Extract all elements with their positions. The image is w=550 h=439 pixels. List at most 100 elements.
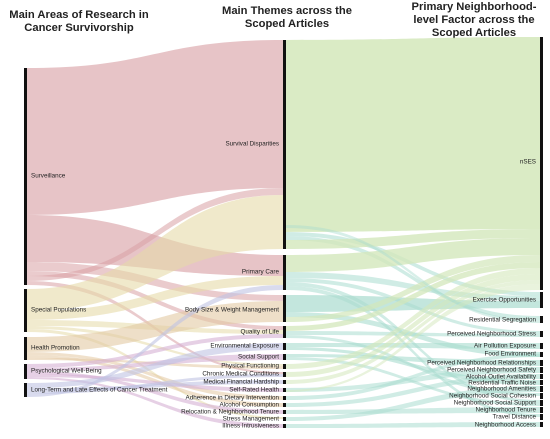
label-right-5: Food Environment <box>485 351 537 358</box>
node-middle-10 <box>283 396 286 400</box>
label-middle-7: Chronic Medical Conditions <box>202 371 279 378</box>
link-mid-right-11 <box>286 255 540 322</box>
label-middle-0: Survival Disparities <box>225 141 279 148</box>
link-left-mid-4 <box>27 188 283 281</box>
link-mid-right-23 <box>286 354 540 400</box>
link-mid-right-26 <box>286 386 540 421</box>
node-left-1 <box>24 289 27 332</box>
link-mid-right-7 <box>286 282 540 403</box>
node-middle-0 <box>283 40 286 249</box>
label-right-13: Neighborhood Tenure <box>476 407 537 414</box>
node-left-4 <box>24 383 27 397</box>
label-middle-8: Medical Financial Hardship <box>203 379 279 386</box>
label-right-14: Travel Distance <box>492 414 536 421</box>
link-mid-right-25 <box>286 407 540 414</box>
node-left-3 <box>24 364 27 379</box>
node-right-15 <box>540 422 543 427</box>
link-left-mid-23 <box>27 285 283 397</box>
label-middle-10: Adherence in Dietary Intervention <box>186 395 280 402</box>
link-left-mid-17 <box>27 371 283 414</box>
sankey-nodes <box>24 37 543 428</box>
link-mid-right-3 <box>286 229 540 249</box>
middle-column-header: Main Themes across the Scoped Articles <box>222 5 352 30</box>
label-left-4: Long-Term and Late Effects of Cancer Tre… <box>31 387 168 394</box>
label-right-10: Neighborhood Amenities <box>467 386 536 393</box>
label-middle-5: Social Support <box>238 354 279 361</box>
node-right-10 <box>540 386 543 392</box>
link-mid-right-24 <box>286 374 540 407</box>
label-right-7: Perceived Neighborhood Safety <box>447 367 537 374</box>
node-middle-11 <box>283 403 286 407</box>
label-right-6: Perceived Neighborhood Relationships <box>427 360 536 367</box>
node-middle-13 <box>283 417 286 421</box>
link-left-mid-22 <box>27 374 283 394</box>
link-mid-right-4 <box>286 238 540 272</box>
left-column-header: Main Areas of Research in Cancer Survivo… <box>9 9 149 34</box>
node-middle-3 <box>283 326 286 338</box>
node-right-1 <box>540 292 543 308</box>
node-middle-8 <box>283 380 286 384</box>
label-middle-12: Relocation & Neighborhood Tenure <box>181 409 279 416</box>
label-left-1: Special Populations <box>31 307 86 314</box>
node-right-7 <box>540 367 543 373</box>
link-left-mid-6 <box>27 195 283 311</box>
node-right-0 <box>540 37 543 290</box>
link-left-mid-0 <box>27 40 283 215</box>
link-mid-right-22 <box>286 367 540 392</box>
link-mid-right-12 <box>286 262 540 331</box>
label-middle-2: Body Size & Weight Management <box>185 307 279 314</box>
link-mid-right-29 <box>286 284 540 392</box>
link-left-mid-16 <box>27 354 283 371</box>
label-right-3: Perceived Neighborhood Stress <box>447 331 536 338</box>
link-mid-right-15 <box>286 343 540 349</box>
link-mid-right-1 <box>286 232 540 296</box>
label-right-1: Exercise Opportunities <box>473 297 536 304</box>
node-right-12 <box>540 400 543 406</box>
label-right-4: Air Pollution Exposure <box>474 343 536 350</box>
link-mid-right-21 <box>286 280 540 384</box>
link-mid-right-2 <box>286 236 540 320</box>
sankey-links <box>27 37 540 428</box>
link-left-mid-15 <box>27 334 283 368</box>
link-mid-right-8 <box>286 286 540 417</box>
link-mid-right-27 <box>286 422 540 428</box>
label-right-12: Neighborhood Social Support <box>454 400 537 407</box>
node-middle-7 <box>283 372 286 377</box>
label-right-15: Neighborhood Access <box>475 422 536 429</box>
node-right-2 <box>540 316 543 323</box>
node-middle-12 <box>283 410 286 414</box>
node-right-5 <box>540 352 543 357</box>
link-mid-right-9 <box>286 295 540 312</box>
label-left-2: Health Promotion <box>31 345 80 352</box>
link-mid-right-28 <box>286 225 540 323</box>
node-middle-6 <box>283 364 286 369</box>
node-left-2 <box>24 337 27 360</box>
label-middle-13: Stress Management <box>223 416 280 423</box>
link-mid-right-0 <box>286 37 540 232</box>
link-mid-right-16 <box>286 347 540 385</box>
label-left-3: Psychological Well-Being <box>31 368 102 375</box>
label-right-9: Residential Traffic Noise <box>468 380 536 387</box>
node-middle-1 <box>283 255 286 290</box>
node-middle-9 <box>283 388 286 392</box>
link-mid-right-20 <box>286 274 540 377</box>
node-middle-4 <box>283 343 286 350</box>
node-right-3 <box>540 331 543 337</box>
link-mid-right-19 <box>286 268 540 369</box>
node-left-0 <box>24 68 27 285</box>
label-left-0: Surveillance <box>31 173 66 180</box>
node-right-14 <box>540 414 543 420</box>
node-right-11 <box>540 393 543 399</box>
label-middle-1: Primary Care <box>242 269 280 276</box>
node-right-4 <box>540 343 543 349</box>
node-middle-14 <box>283 424 286 428</box>
right-column-header: Primary Neighborhood-level Factor across… <box>411 1 537 39</box>
node-right-8 <box>540 374 543 379</box>
node-middle-5 <box>283 354 286 360</box>
label-middle-14: Illness Intrusiveness <box>222 423 279 430</box>
node-right-13 <box>540 407 543 413</box>
link-left-mid-20 <box>27 343 283 388</box>
label-middle-3: Quality of Life <box>240 329 279 336</box>
node-right-9 <box>540 380 543 385</box>
